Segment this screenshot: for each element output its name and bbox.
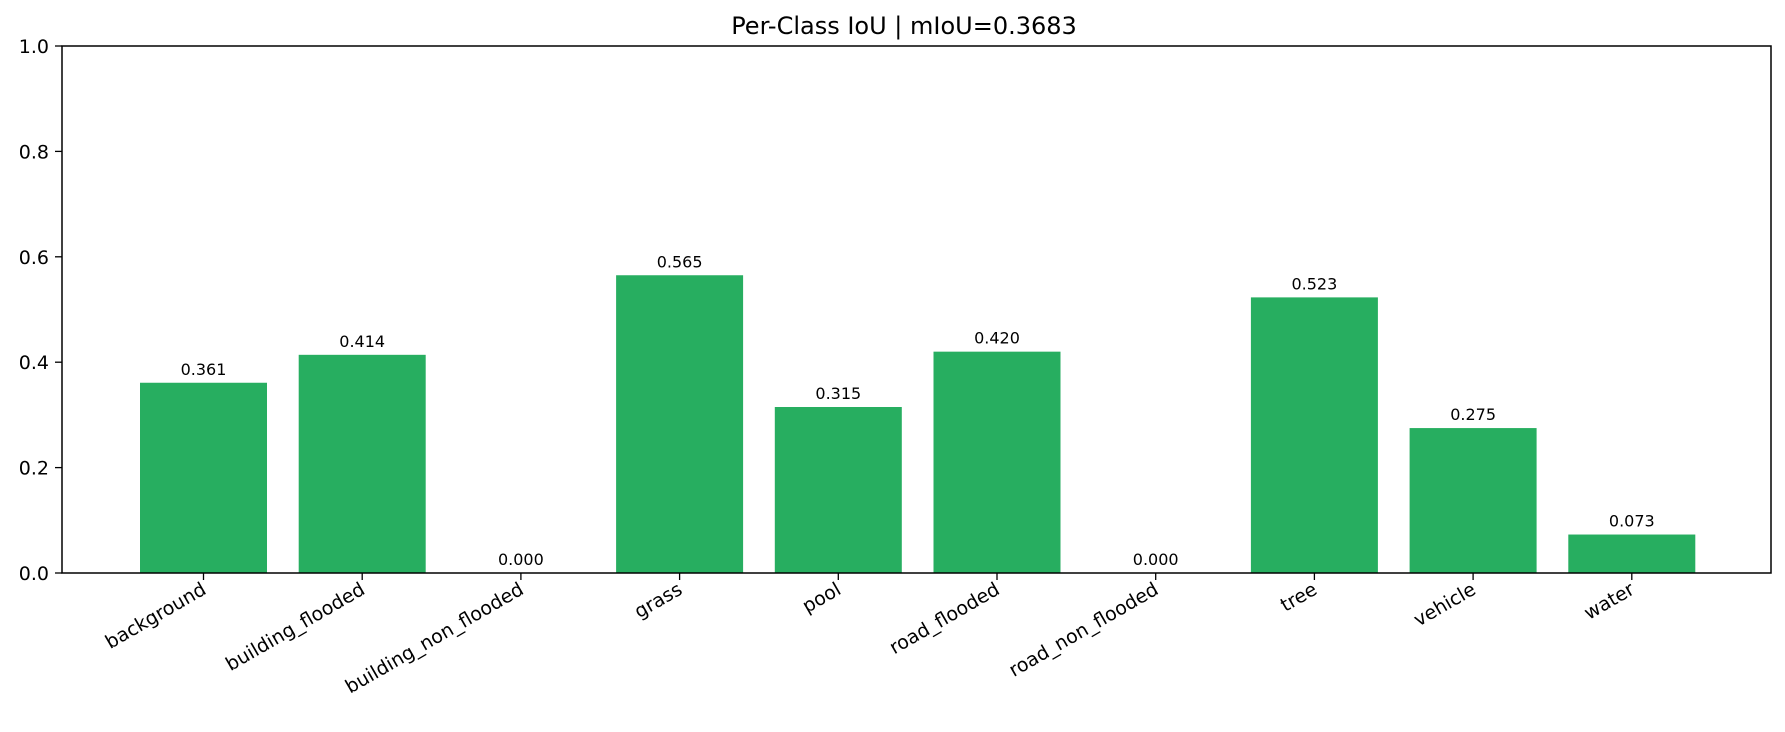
y-tick-label: 0.8: [19, 141, 49, 163]
bar-pool: [774, 407, 902, 573]
bar-background: [140, 382, 267, 573]
y-tick-label: 0.6: [19, 247, 49, 269]
x-axis: background building_floodedbuilding_non_f…: [102, 573, 1638, 698]
data-label-tree: 0.523: [1291, 274, 1337, 293]
y-tick-label: 0.4: [19, 352, 49, 374]
bar-water: [1568, 534, 1696, 573]
x-tick-label-pool: pool: [799, 578, 845, 617]
x-tick-label-building-flooded: building_flooded: [222, 578, 369, 675]
bar-building-flooded: [298, 354, 426, 573]
data-label-background: 0.361: [181, 360, 227, 379]
y-tick-label: 0.0: [19, 563, 49, 585]
x-tick-label-background: background: [102, 578, 210, 653]
bar-road-flooded: [933, 351, 1061, 573]
x-tick-label-building-non-flooded: building_non_flooded: [342, 578, 528, 698]
x-tick-label-vehicle: vehicle: [1410, 578, 1480, 631]
x-tick-label-road-flooded: road_flooded: [886, 578, 1004, 659]
bar-grass: [616, 275, 744, 573]
plot-frame: [61, 45, 1772, 574]
data-label-vehicle: 0.275: [1450, 405, 1496, 424]
y-tick-label: 0.2: [19, 458, 49, 480]
data-label-grass: 0.565: [657, 252, 703, 271]
data-label-water: 0.073: [1609, 512, 1655, 531]
x-tick-label-grass: grass: [631, 578, 686, 623]
value-labels-layer: 0.361 0.414 0.000 0.565 0.315 0.420 0.000 0.523…: [181, 252, 1655, 569]
chart-title: Per-Class IoU | mIoU=0.3683: [731, 12, 1077, 40]
x-tick-label-water: water: [1580, 578, 1638, 624]
bar-tree: [1250, 297, 1378, 573]
data-label-building-non-flooded: 0.000: [498, 550, 544, 569]
data-label-pool: 0.315: [815, 384, 861, 403]
bar-vehicle: [1409, 428, 1537, 573]
x-tick-label-tree: tree: [1277, 578, 1321, 616]
bars-layer: [140, 275, 1696, 573]
y-axis: 0.0 0.2 0.4 0.6 0.8 1.0: [19, 36, 62, 585]
x-tick-label-road-non-flooded: road_non_flooded: [1005, 578, 1162, 681]
data-label-road-flooded: 0.420: [974, 329, 1020, 348]
data-label-road-non-flooded: 0.000: [1133, 550, 1179, 569]
y-tick-label: 1.0: [19, 36, 49, 58]
data-label-building-flooded: 0.414: [339, 332, 385, 351]
